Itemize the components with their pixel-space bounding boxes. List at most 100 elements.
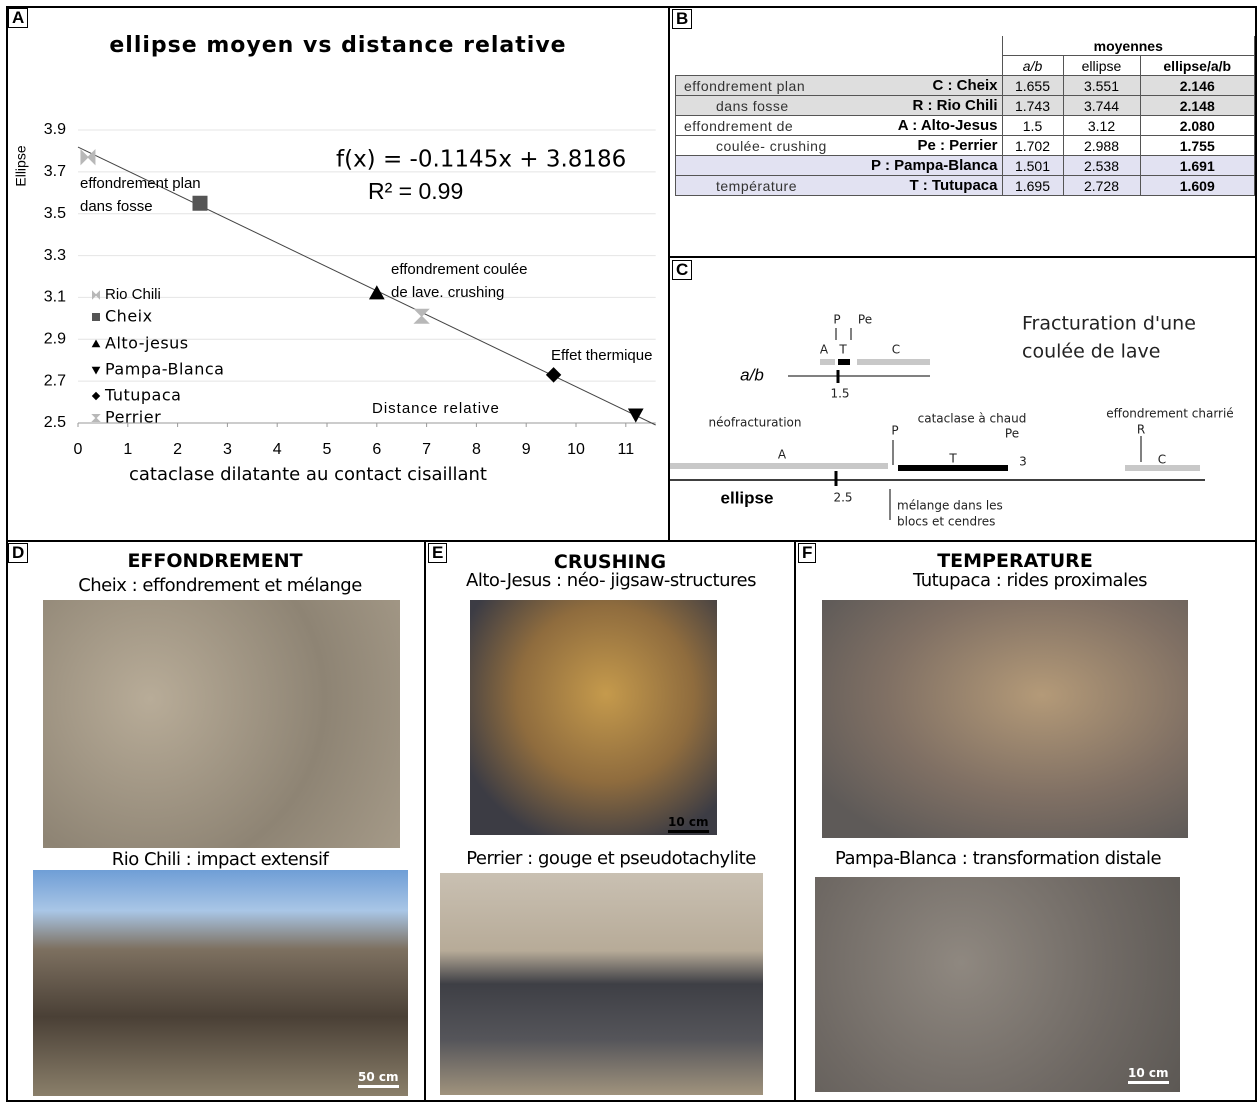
photo — [33, 870, 408, 1096]
x-tick-label: 11 — [617, 441, 634, 458]
table-cell: 2.080 — [1139, 115, 1255, 136]
label: T — [948, 452, 957, 466]
caption: Alto-Jesus : néo- jigsaw-structures — [466, 570, 756, 591]
row-label: température T : Tutupaca — [675, 175, 1003, 196]
bar — [1125, 465, 1200, 471]
x-tick-label: 7 — [422, 441, 431, 458]
table-cell: 1.743 — [1001, 95, 1064, 116]
column-header: ellipse — [1062, 55, 1141, 76]
legend-marker — [91, 366, 101, 375]
diagram-shapes — [670, 328, 1205, 520]
note: mélange dans les — [897, 499, 1003, 513]
y-tick-label: 2.9 — [44, 331, 66, 348]
annotation: effondrement coulée — [391, 261, 528, 278]
panel-title: EFFONDREMENT — [127, 550, 303, 572]
y-tick-label: 2.7 — [44, 372, 66, 389]
panel-label: F — [798, 543, 817, 563]
group-label: température — [716, 178, 797, 194]
trendline — [77, 146, 656, 426]
table-cell: 3.12 — [1062, 115, 1141, 136]
label: P — [833, 313, 840, 327]
table-cell: 3.551 — [1062, 75, 1141, 96]
scatter-chart: ellipse moyen vs distance relative catac… — [13, 33, 656, 485]
table-cell: 1.702 — [1001, 135, 1064, 156]
heading: cataclase à chaud — [918, 412, 1027, 426]
divider — [794, 540, 796, 1102]
label: P — [891, 424, 898, 438]
x-tick-label: 4 — [273, 441, 282, 458]
caption: Pampa-Blanca : transformation distale — [834, 848, 1162, 869]
bar — [670, 463, 888, 469]
row-name: Pe : Perrier — [917, 137, 998, 154]
label: C — [892, 343, 900, 357]
legend-marker — [91, 339, 101, 348]
panel-label: E — [428, 543, 448, 563]
row-label: effondrement de A : Alto-Jesus — [675, 115, 1003, 136]
label: Pe — [858, 313, 872, 327]
table-cell: 3.744 — [1062, 95, 1141, 116]
data-point — [413, 308, 430, 324]
table-cell: 2.146 — [1139, 75, 1255, 96]
scale-bar: 10 cm — [1128, 1066, 1169, 1084]
legend-marker — [92, 290, 100, 300]
caption: Perrier : gouge et pseudotachylite — [466, 848, 756, 869]
y-tick-label: 2.5 — [44, 414, 66, 431]
axis-label: a/b — [740, 365, 764, 384]
table-cell: 1.755 — [1139, 135, 1255, 156]
empty-cell — [676, 36, 1003, 56]
x-tick-label: 0 — [74, 441, 83, 458]
table-cell: 2.988 — [1062, 135, 1141, 156]
caption: Tutupaca : rides proximales — [912, 570, 1148, 591]
column-header: a/b — [1001, 55, 1064, 76]
legend-label: Rio Chili — [105, 286, 161, 303]
label: Pe — [1005, 427, 1019, 441]
x-tick-label: 8 — [472, 441, 481, 458]
label: 3 — [1019, 455, 1027, 469]
annotation: Effet thermique — [551, 347, 652, 364]
bar — [898, 465, 1008, 471]
legend-marker — [91, 414, 101, 422]
chart-title: ellipse moyen vs distance relative — [109, 33, 566, 58]
label: T — [838, 343, 847, 357]
empty-cell — [676, 56, 1003, 76]
legend-label: Tutupaca — [104, 386, 181, 405]
label: 1.5 — [830, 387, 849, 401]
table-row: température T : Tutupaca 1.695 2.728 1.609 — [675, 175, 1255, 196]
panel-label: A — [8, 8, 29, 28]
row-label: dans fosse R : Rio Chili — [675, 95, 1003, 116]
scale-bar: 10 cm — [668, 815, 709, 833]
scale-bar: 50 cm — [358, 1070, 399, 1088]
caption: Rio Chili : impact extensif — [111, 849, 329, 870]
table-cell: 1.691 — [1139, 155, 1255, 176]
divider — [424, 540, 426, 1102]
divider — [668, 6, 670, 542]
panel-title: CRUSHING — [553, 551, 667, 573]
y-tick-label: 3.3 — [44, 247, 66, 264]
annotation: dans fosse — [80, 198, 153, 215]
group-label: effondrement plan — [684, 78, 806, 94]
group-label: dans fosse — [716, 98, 789, 114]
y-axis-label: Ellipse — [13, 145, 29, 186]
group-label: coulée- crushing — [716, 138, 827, 154]
x-tick-label: 5 — [323, 441, 332, 458]
photo — [822, 600, 1188, 838]
heading: néofracturation — [708, 416, 801, 430]
diagram-title: coulée de lave — [1022, 341, 1160, 363]
table-cell: 2.148 — [1139, 95, 1255, 116]
row-name: A : Alto-Jesus — [897, 117, 998, 134]
equation: f(x) = -0.1145x + 3.8186 — [336, 147, 626, 173]
table-header-row: moyennes — [676, 36, 1255, 56]
header-group: moyennes — [1001, 36, 1255, 56]
x-tick-label: 10 — [567, 441, 585, 458]
panel-label: C — [672, 260, 693, 280]
photo — [815, 877, 1180, 1092]
group-label: effondrement de — [684, 118, 794, 134]
x-tick-label: 2 — [173, 441, 182, 458]
data-point — [627, 408, 644, 423]
table-row: effondrement de A : Alto-Jesus 1.5 3.12 2.08… — [675, 115, 1255, 136]
label: 2.5 — [833, 491, 852, 505]
annotation: Distance relative — [372, 400, 500, 417]
x-axis-label: cataclase dilatante au contact cisaillan… — [129, 464, 487, 485]
table-row: dans fosse R : Rio Chili 1.743 3.744 2.148 — [675, 95, 1255, 116]
